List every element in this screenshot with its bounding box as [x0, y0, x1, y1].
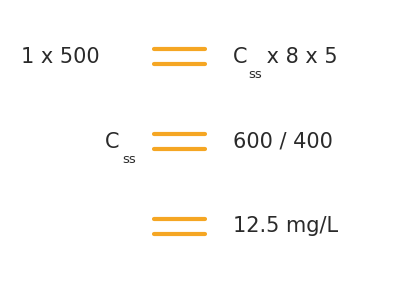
Text: C: C [105, 132, 120, 151]
Text: ss: ss [122, 153, 136, 166]
Text: 600 / 400: 600 / 400 [233, 132, 333, 151]
Text: C: C [233, 47, 248, 67]
Text: 12.5 mg/L: 12.5 mg/L [233, 216, 339, 236]
Text: ss: ss [248, 68, 262, 82]
Text: 1 x 500: 1 x 500 [21, 47, 99, 67]
Text: x 8 x 5: x 8 x 5 [260, 47, 338, 67]
